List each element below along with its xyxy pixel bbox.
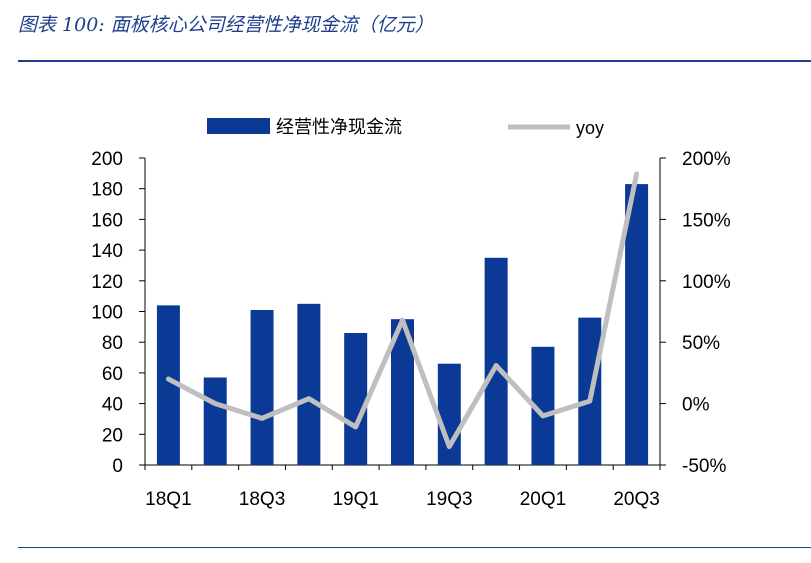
figure-title: 图表 100: 面板核心公司经营性净现金流（亿元） <box>18 14 434 36</box>
yoy-line-series <box>165 171 640 450</box>
y-left-tick-label: 180 <box>91 180 123 201</box>
x-tick-label: 19Q1 <box>332 489 378 510</box>
chart-axes: 0 20 40 60 80 100 120 140 160 180 200 -50% 0% 50% 100%… <box>91 149 730 510</box>
y-right-tick-label: 50% <box>682 333 720 354</box>
legend-bar-swatch <box>207 118 270 134</box>
bar-19Q1 <box>344 332 368 465</box>
y-right-tick-label: -50% <box>682 456 726 477</box>
x-tick-label: 20Q1 <box>520 489 566 510</box>
bar-19Q3 <box>437 363 461 465</box>
y-left-tick-label: 120 <box>91 272 123 293</box>
chart-legend: 经营性净现金流 yoy <box>207 117 604 138</box>
y-left-tick-label: 100 <box>91 303 123 324</box>
bar-18Q3 <box>250 309 274 465</box>
y-right-tick-label: 0% <box>682 395 710 416</box>
title-divider <box>18 60 811 62</box>
bar-20Q3 <box>625 184 649 465</box>
y-left-tick-label: 20 <box>102 425 123 446</box>
y-left-tick-label: 0 <box>112 456 123 477</box>
x-tick-label: 20Q3 <box>613 489 659 510</box>
bar-18Q4 <box>297 303 321 465</box>
y-left-tick-label: 60 <box>102 364 123 385</box>
legend-line-label: yoy <box>576 118 604 138</box>
bar-20Q1 <box>531 346 555 465</box>
bar-19Q4 <box>484 257 508 465</box>
legend-bar-label: 经营性净现金流 <box>276 117 402 137</box>
x-tick-label: 19Q3 <box>426 489 472 510</box>
bar-19Q2 <box>391 319 414 465</box>
x-tick-label: 18Q3 <box>239 489 285 510</box>
bottom-divider <box>18 547 811 548</box>
y-right-tick-label: 100% <box>682 272 731 293</box>
x-tick-label: 18Q1 <box>145 489 191 510</box>
y-left-tick-label: 200 <box>91 149 123 170</box>
y-left-tick-label: 140 <box>91 241 123 262</box>
bar-18Q2 <box>203 377 227 465</box>
bar-18Q1 <box>156 305 180 465</box>
y-left-tick-label: 40 <box>102 395 123 416</box>
y-right-tick-label: 150% <box>682 210 731 231</box>
y-right-tick-label: 200% <box>682 149 731 170</box>
y-left-tick-label: 80 <box>102 333 123 354</box>
y-left-tick-label: 160 <box>91 210 123 231</box>
